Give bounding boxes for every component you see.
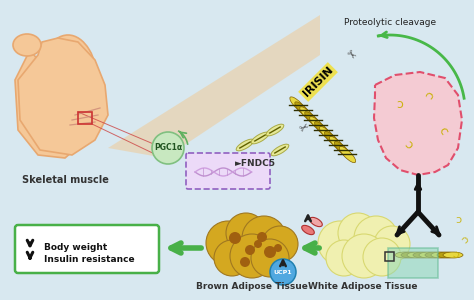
Circle shape xyxy=(214,240,250,276)
Ellipse shape xyxy=(334,141,351,158)
Ellipse shape xyxy=(325,131,341,148)
Text: UCP1: UCP1 xyxy=(273,269,292,275)
Text: ↄ: ↄ xyxy=(423,89,438,101)
Circle shape xyxy=(230,234,274,278)
Circle shape xyxy=(262,226,298,262)
FancyBboxPatch shape xyxy=(186,153,270,189)
Circle shape xyxy=(251,239,289,277)
Circle shape xyxy=(354,216,398,260)
Text: Skeletal muscle: Skeletal muscle xyxy=(21,175,109,185)
Ellipse shape xyxy=(443,252,463,258)
Circle shape xyxy=(326,240,362,276)
Ellipse shape xyxy=(271,144,289,156)
Text: Proteolytic cleavage: Proteolytic cleavage xyxy=(344,18,436,27)
Text: PGC1α: PGC1α xyxy=(154,143,182,152)
Ellipse shape xyxy=(290,97,306,113)
Circle shape xyxy=(257,232,267,242)
Text: ↄ: ↄ xyxy=(459,234,471,246)
Circle shape xyxy=(240,257,250,267)
Text: White Adipose Tissue: White Adipose Tissue xyxy=(308,282,418,291)
Ellipse shape xyxy=(315,122,331,138)
Polygon shape xyxy=(15,50,82,158)
Text: ✂: ✂ xyxy=(299,121,311,135)
Circle shape xyxy=(226,213,266,253)
Ellipse shape xyxy=(407,252,427,258)
Ellipse shape xyxy=(305,112,321,128)
FancyBboxPatch shape xyxy=(15,225,159,273)
Bar xyxy=(385,252,394,261)
Polygon shape xyxy=(18,38,108,155)
Ellipse shape xyxy=(425,252,445,258)
Bar xyxy=(388,248,438,278)
Ellipse shape xyxy=(339,146,356,163)
Circle shape xyxy=(270,259,296,285)
Ellipse shape xyxy=(300,107,316,123)
Text: ↄ: ↄ xyxy=(455,215,461,225)
Text: Insulin resistance: Insulin resistance xyxy=(44,256,135,265)
Ellipse shape xyxy=(251,132,269,144)
Text: Brown Adipose Tissue: Brown Adipose Tissue xyxy=(196,282,308,291)
Text: IRISIN: IRISIN xyxy=(301,65,335,99)
Circle shape xyxy=(274,244,282,252)
Ellipse shape xyxy=(413,252,433,258)
Ellipse shape xyxy=(395,252,415,258)
Circle shape xyxy=(206,221,250,265)
Ellipse shape xyxy=(38,35,98,135)
Circle shape xyxy=(229,232,241,244)
Circle shape xyxy=(374,226,410,262)
Ellipse shape xyxy=(310,117,326,133)
Text: ↄ: ↄ xyxy=(397,98,403,112)
Bar xyxy=(78,112,92,124)
Ellipse shape xyxy=(401,252,421,258)
Text: ►FNDC5: ►FNDC5 xyxy=(235,160,275,169)
Ellipse shape xyxy=(266,124,284,136)
Ellipse shape xyxy=(419,252,439,258)
Ellipse shape xyxy=(295,102,311,118)
Polygon shape xyxy=(108,15,320,158)
Circle shape xyxy=(338,213,378,253)
Circle shape xyxy=(342,234,386,278)
Circle shape xyxy=(254,240,262,248)
Circle shape xyxy=(264,246,276,258)
Circle shape xyxy=(363,238,401,276)
Circle shape xyxy=(245,245,255,255)
Ellipse shape xyxy=(301,225,314,235)
Text: Body weight: Body weight xyxy=(44,244,107,253)
Ellipse shape xyxy=(329,136,346,153)
Ellipse shape xyxy=(13,34,41,56)
Text: ↄ: ↄ xyxy=(401,138,415,152)
Text: ↄ: ↄ xyxy=(450,249,460,261)
Text: ↄ: ↄ xyxy=(438,124,452,136)
Ellipse shape xyxy=(310,218,322,226)
Circle shape xyxy=(242,216,286,260)
Circle shape xyxy=(318,221,362,265)
Ellipse shape xyxy=(437,252,457,258)
Ellipse shape xyxy=(319,127,336,143)
Text: ✂: ✂ xyxy=(343,48,357,62)
Ellipse shape xyxy=(236,139,254,151)
Polygon shape xyxy=(374,72,462,175)
Ellipse shape xyxy=(431,252,451,258)
Circle shape xyxy=(152,132,184,164)
